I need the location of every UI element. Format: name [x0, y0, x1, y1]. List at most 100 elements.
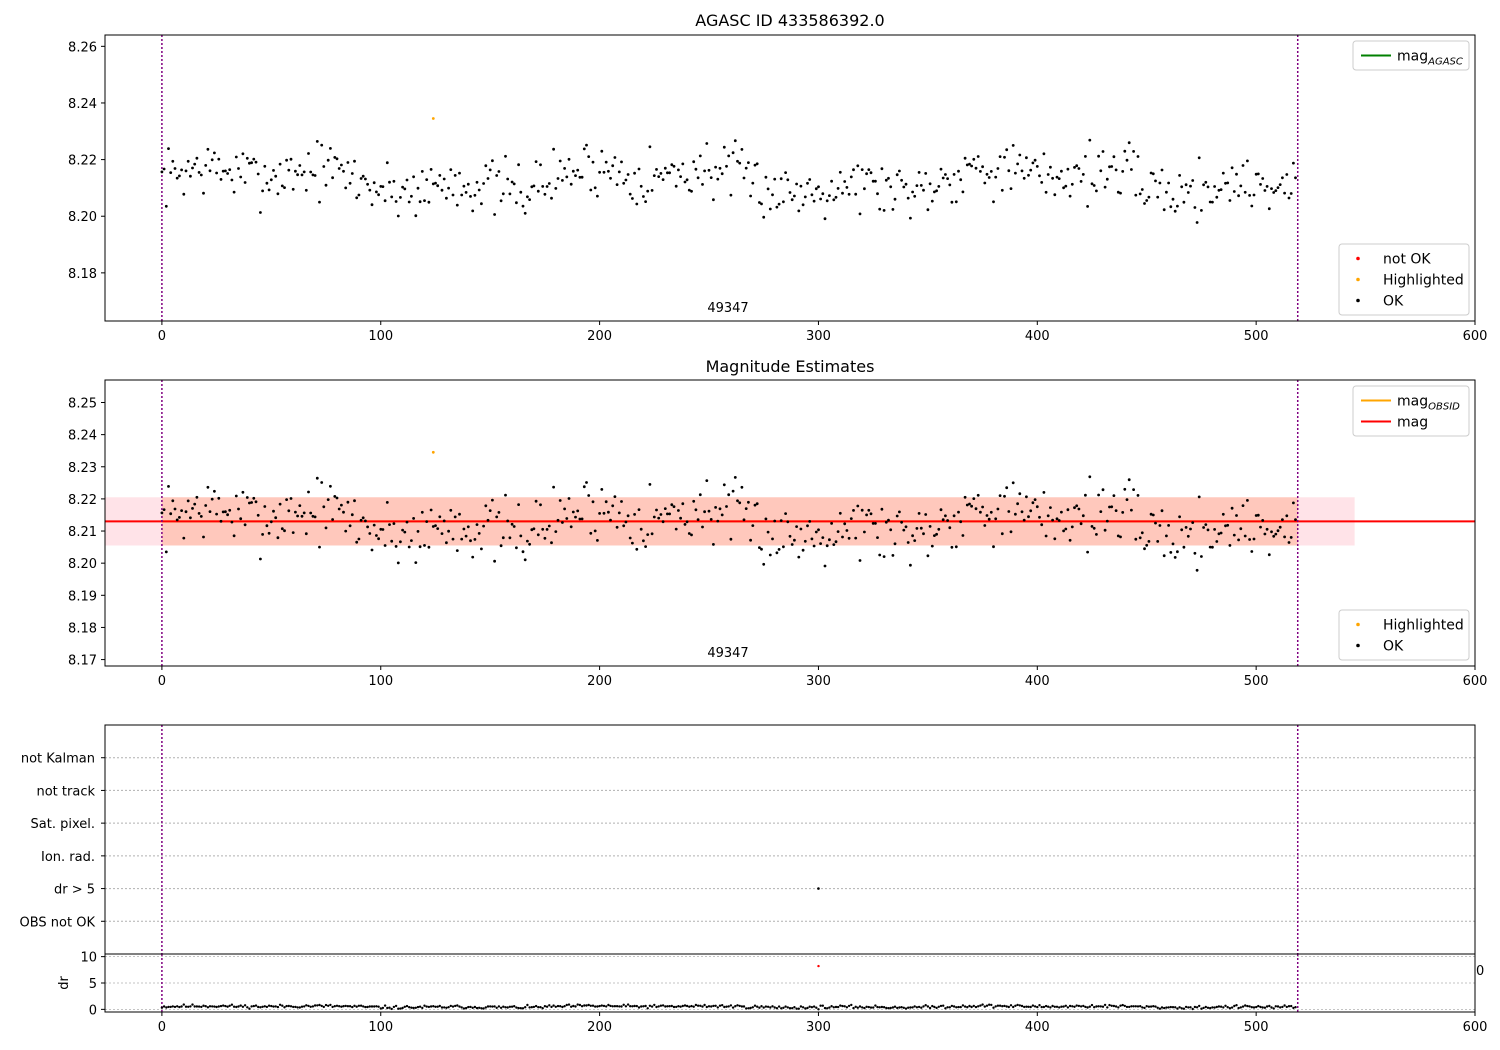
ok-point — [972, 157, 976, 161]
ok-point — [1027, 173, 1030, 177]
dr-point — [300, 1005, 304, 1008]
ok-point — [493, 559, 496, 563]
ok-point — [280, 527, 284, 531]
ok-point — [499, 199, 503, 203]
dr-point — [1055, 1005, 1059, 1008]
dr-point — [600, 1004, 603, 1007]
ok-point — [1000, 532, 1004, 536]
ok-point — [329, 147, 332, 150]
dr-point — [622, 1003, 625, 1006]
dr-point — [585, 1004, 588, 1007]
x-tick-label: 300 — [806, 329, 831, 344]
dr-point — [1257, 1004, 1260, 1008]
ok-point — [453, 515, 457, 519]
ok-point — [585, 143, 588, 147]
dr-point — [1014, 1004, 1017, 1007]
dr-point — [534, 1004, 538, 1008]
ok-point — [926, 208, 930, 212]
ok-point — [510, 522, 514, 526]
ok-point — [720, 172, 724, 176]
ok-point — [994, 175, 998, 179]
agasc-panel-title: AGASC ID 433586392.0 — [695, 11, 884, 30]
ok-point — [740, 485, 744, 489]
dr-point — [517, 1006, 520, 1010]
dr-point — [766, 1005, 770, 1008]
dr-point — [1007, 1005, 1010, 1009]
dr-point — [261, 1005, 264, 1008]
dr-point — [316, 1004, 319, 1007]
ok-point — [482, 524, 485, 528]
dr-point — [705, 1005, 708, 1009]
dr-point — [1119, 1004, 1122, 1007]
ok-point — [519, 190, 523, 194]
ok-point — [635, 547, 639, 551]
ok-point — [536, 533, 540, 537]
ok-point — [368, 188, 372, 192]
ok-point — [1160, 168, 1164, 172]
dr-point — [1003, 1004, 1006, 1008]
dr-point — [357, 1004, 361, 1007]
ok-point — [1189, 527, 1192, 531]
dr-point — [793, 1006, 796, 1009]
dr-point — [193, 1005, 196, 1008]
ok-point — [523, 211, 527, 215]
ok-point — [1040, 523, 1044, 527]
ok-point — [232, 534, 236, 538]
ok-point — [687, 188, 691, 192]
ok-point — [307, 152, 310, 155]
ok-point — [1022, 518, 1026, 522]
ok-point — [760, 547, 763, 551]
dr-point — [289, 1005, 293, 1008]
ok-point — [291, 187, 295, 191]
ok-point — [379, 527, 383, 531]
ok-point — [814, 530, 818, 534]
legend-dot-swatch — [1356, 298, 1360, 303]
dr-point — [1268, 1004, 1271, 1008]
ok-point — [1149, 512, 1153, 516]
dr-point — [867, 1005, 870, 1009]
ok-point — [536, 189, 540, 193]
ok-point — [366, 525, 369, 529]
ok-point — [854, 536, 858, 540]
dr-point — [1044, 1004, 1048, 1008]
ok-point — [1256, 172, 1260, 176]
ok-point — [1101, 150, 1105, 153]
ok-point — [431, 182, 435, 186]
ok-point — [543, 192, 547, 196]
ok-point — [696, 176, 700, 180]
dr-point — [633, 1004, 636, 1008]
ok-point — [751, 181, 755, 185]
dr-point — [1117, 1006, 1120, 1009]
ok-point — [981, 165, 984, 169]
ok-point — [1241, 504, 1245, 507]
dr-point — [797, 1007, 800, 1010]
ok-point — [1228, 544, 1232, 547]
ok-point — [287, 168, 291, 172]
ok-point — [344, 529, 348, 533]
ok-point — [521, 550, 525, 554]
ok-point — [985, 514, 989, 517]
dr-point — [1071, 1005, 1074, 1008]
ok-point — [269, 520, 273, 524]
ok-point — [1213, 185, 1216, 188]
ok-point — [1125, 498, 1129, 501]
ok-point — [234, 494, 238, 498]
ok-point — [1138, 536, 1142, 540]
dr-point — [1084, 1005, 1087, 1009]
ok-point — [508, 536, 512, 540]
ok-point — [1158, 524, 1162, 527]
ok-point — [900, 178, 903, 182]
ok-point — [898, 510, 901, 514]
dr-point — [714, 1004, 717, 1007]
dr-point — [946, 1006, 949, 1009]
ok-point — [970, 504, 973, 508]
dr-point — [548, 1004, 551, 1007]
dr-point — [891, 1006, 895, 1009]
ok-point — [1274, 189, 1278, 193]
x-tick-label: 0 — [158, 1020, 166, 1035]
x-tick-label: 600 — [1463, 674, 1488, 689]
ok-point — [1132, 150, 1135, 153]
ok-point — [799, 184, 803, 188]
ok-point — [670, 163, 674, 167]
ok-point — [1014, 512, 1017, 516]
